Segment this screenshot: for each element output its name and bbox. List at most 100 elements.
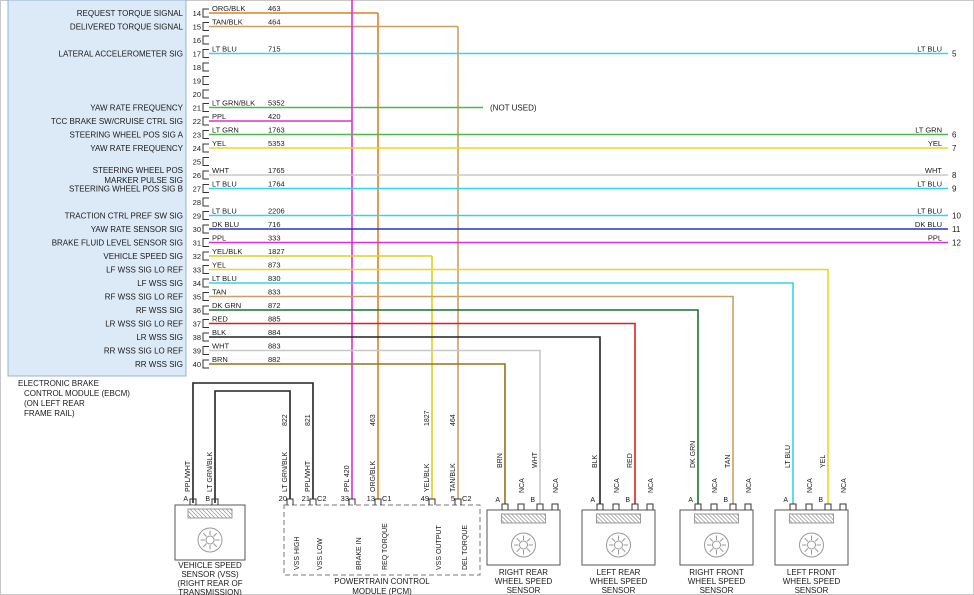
signal-label: RR WSS SIG xyxy=(135,360,183,369)
coil-hatch xyxy=(712,513,722,524)
ebcm-pin-number: 29 xyxy=(193,212,201,221)
signal-label: REQUEST TORQUE SIGNAL xyxy=(77,9,184,18)
gear-tooth xyxy=(719,537,724,542)
coil-hatch xyxy=(217,508,228,519)
pcm-pin-name: BRAKE IN xyxy=(356,537,363,570)
pin-bracket xyxy=(744,503,752,510)
coil-hatch xyxy=(189,508,200,519)
sensor-caption-line: SENSOR xyxy=(602,586,636,595)
tone-ring-hub xyxy=(205,535,215,545)
wire-circuit-label: 885 xyxy=(268,315,281,324)
coil-hatch xyxy=(225,508,233,516)
coil-hatch xyxy=(187,514,192,519)
wire-color-label: ORG/BLK xyxy=(370,461,377,492)
signal-label: LR WSS SIG xyxy=(136,333,183,342)
coil-hatch xyxy=(527,513,537,524)
edge-wire-color-label: PPL xyxy=(928,234,942,243)
pin-bracket xyxy=(189,498,197,505)
sensor-caption-line: WHEEL SPEED xyxy=(495,577,553,586)
pcm-pin-number: 13 xyxy=(367,494,375,503)
pcm-pin-name: REQ TORQUE xyxy=(382,523,389,570)
edge-connector-number: 10 xyxy=(952,212,961,221)
wire-color-label: PPL 420 xyxy=(344,465,351,492)
pcm-caption-line: POWERTRAIN CONTROL xyxy=(334,577,430,586)
wire-circuit-label: 1827 xyxy=(268,247,285,256)
wire-color-label: BRN xyxy=(212,355,228,364)
signal-label: TRACTION CTRL PREF SW SIG xyxy=(65,212,183,221)
pin-bracket xyxy=(202,359,209,369)
ebcm-pin-number: 26 xyxy=(193,171,201,180)
wire-color-label: WHT xyxy=(212,166,229,175)
wire-circuit-873 xyxy=(209,268,829,504)
pin-bracket xyxy=(309,498,317,505)
pin-bracket xyxy=(348,498,356,505)
wire-circuit-label: 882 xyxy=(268,355,281,364)
pin-bracket xyxy=(202,211,209,220)
pin-bracket xyxy=(454,498,462,505)
wire-color-label: WHT xyxy=(532,451,539,468)
wire-color-label: YEL xyxy=(212,139,226,148)
coil-hatch xyxy=(209,508,220,519)
pin-bracket xyxy=(694,503,702,510)
coil-hatch xyxy=(696,513,706,524)
gear-tooth xyxy=(804,537,809,542)
pin-bracket xyxy=(202,170,209,180)
coil-hatch xyxy=(539,513,546,521)
vss-wire-a xyxy=(192,382,314,503)
signal-label: YAW RATE FREQUENCY xyxy=(90,144,183,153)
ebcm-pin-number: 27 xyxy=(193,185,201,194)
coil-hatch xyxy=(501,519,505,524)
ebcm-pin-number: 19 xyxy=(193,77,201,86)
coil-hatch xyxy=(602,513,612,524)
coil-hatch xyxy=(789,519,793,524)
coil-hatch xyxy=(197,508,208,519)
coil-hatch xyxy=(803,513,813,524)
tone-ring-icon xyxy=(799,532,824,558)
coil-hatch xyxy=(815,513,825,524)
signal-label: VEHICLE SPEED SIG xyxy=(103,252,183,261)
signal-label: STEERING WHEEL POS SIG B xyxy=(69,185,183,194)
ebcm-pin-number: 22 xyxy=(193,117,201,126)
wire-circuit-883 xyxy=(209,349,541,504)
wire-color-label: LT BLU xyxy=(212,45,237,54)
wire-circuit-label: 463 xyxy=(370,414,377,426)
pin-bracket xyxy=(517,503,525,510)
nca-label: NCA xyxy=(746,478,753,493)
gear-tooth xyxy=(611,537,616,542)
sensor-caption-line: SENSOR xyxy=(795,586,829,595)
vss-pin-letter: B xyxy=(205,496,210,503)
wire-circuit-830 xyxy=(209,282,794,504)
wire-color-label: YEL xyxy=(820,455,827,468)
nca-label: NCA xyxy=(519,478,526,493)
pin-bracket xyxy=(202,305,209,315)
sensor-pin-letter: A xyxy=(688,497,693,504)
vss-pin-letter: A xyxy=(183,496,188,503)
signal-label: DELIVERED TORQUE SIGNAL xyxy=(70,23,184,32)
pcm-pin-number: 20 xyxy=(279,494,287,503)
wire-circuit-882 xyxy=(209,363,506,504)
pin-bracket xyxy=(202,116,209,126)
edge-wire-color-label: DK BLU xyxy=(915,220,942,229)
gear-tooth xyxy=(213,532,218,537)
ebcm-pin-number: 32 xyxy=(193,252,201,261)
gear-tooth xyxy=(516,537,521,542)
edge-wire-color-label: LT BLU xyxy=(917,45,942,54)
signal-label: LF WSS SIG LO REF xyxy=(106,266,183,275)
pcm-pin-connector: C2 xyxy=(462,494,472,503)
ebcm-pin-number: 36 xyxy=(193,306,201,315)
coil-hatch xyxy=(622,513,632,524)
ebcm-pin-number: 28 xyxy=(193,198,201,207)
coil-hatch xyxy=(791,513,801,524)
coil-hatch xyxy=(638,513,641,517)
pcm-pin-name: VSS OUTPUT xyxy=(436,525,443,570)
wire-color-label: TAN/BLK xyxy=(450,463,457,492)
wire-color-label: RED xyxy=(627,453,634,468)
vss-caption-line: (RIGHT REAR OF xyxy=(177,579,242,588)
coil-hatch xyxy=(535,513,545,524)
sensor-pin-letter: A xyxy=(590,497,595,504)
sensor-caption-line: RIGHT FRONT xyxy=(689,568,744,577)
vss-caption-line: SENSOR (VSS) xyxy=(181,570,239,579)
edge-wire-color-label: YEL xyxy=(928,139,942,148)
wire-color-label: PPL xyxy=(212,234,226,243)
gear-tooth xyxy=(719,548,724,553)
